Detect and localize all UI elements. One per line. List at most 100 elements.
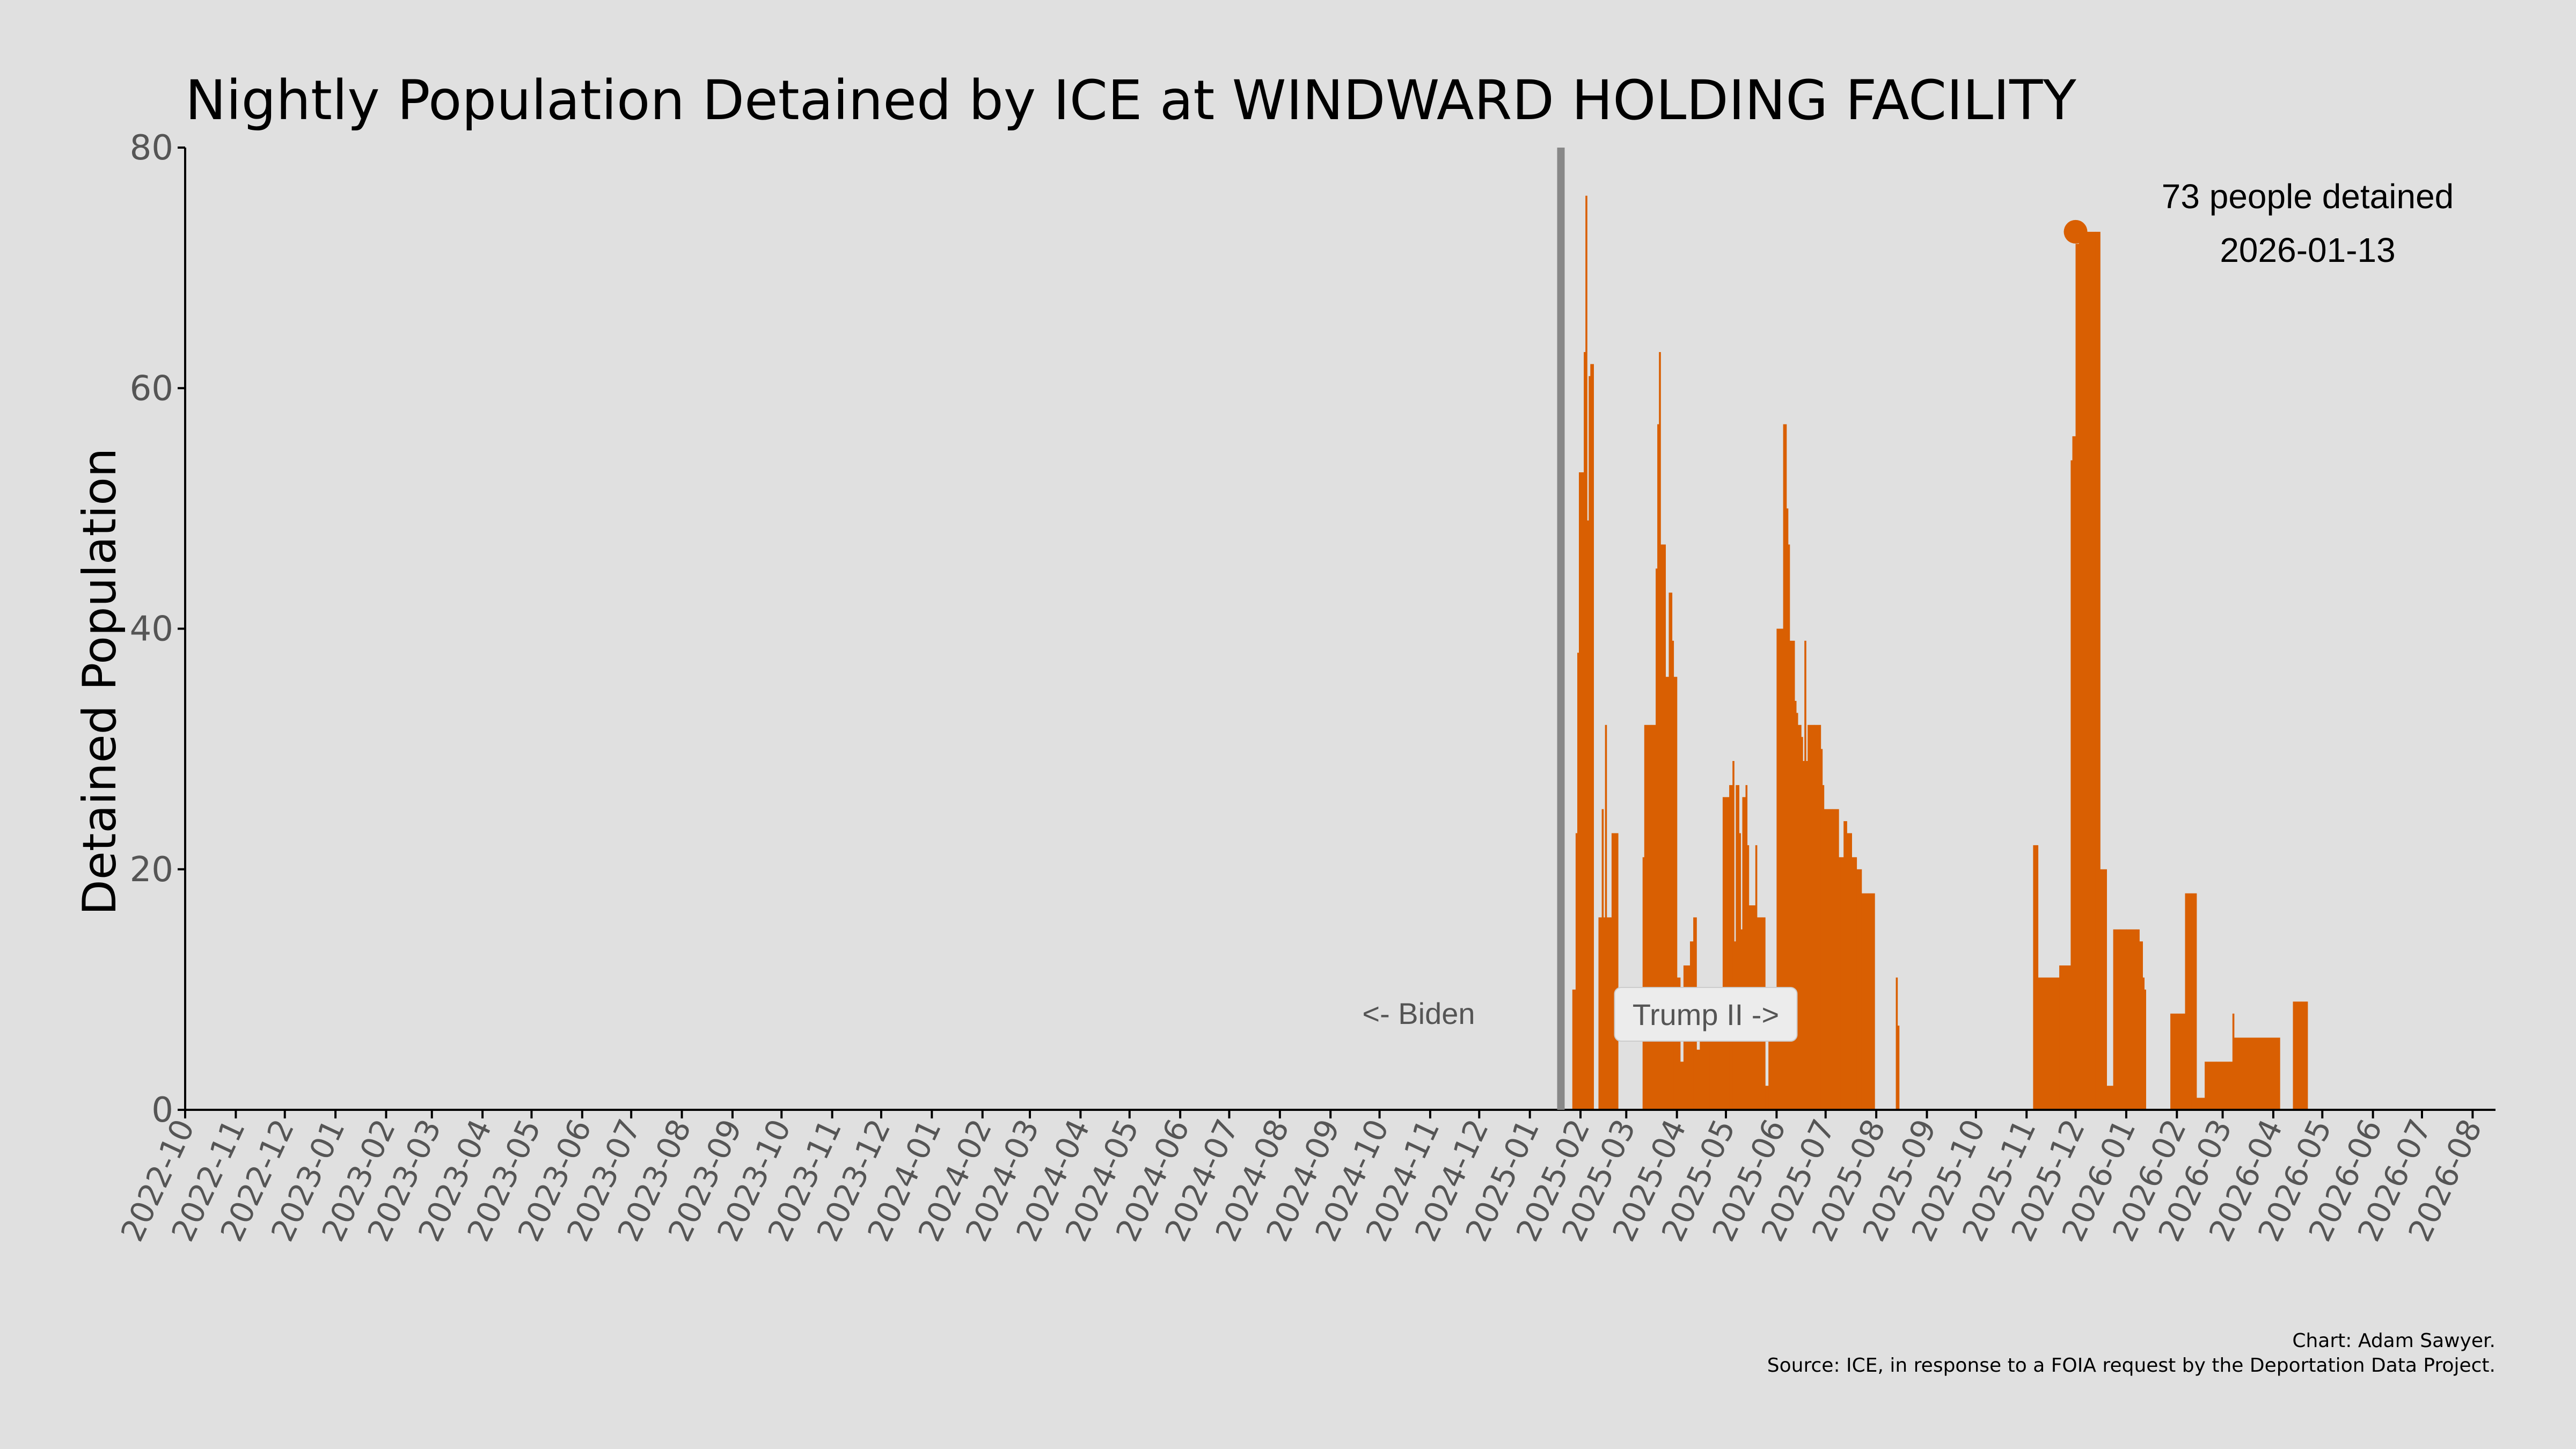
bar [2111,1086,2114,1110]
bar [1839,857,1841,1110]
peak-value-label: 73 people detained [2162,177,2454,216]
bar [2234,1037,2246,1110]
bar [1644,724,1651,1110]
bar [1589,376,1591,1110]
bar [1673,677,1678,1110]
bar [2059,965,2069,1110]
trump-label: Trump II -> [1633,998,1779,1031]
bar [2293,1001,2302,1110]
bar [2301,1001,2307,1110]
chart-title: Nightly Population Detained by ICE at WI… [185,69,2076,133]
bar-series [1572,195,2308,1110]
bar [2036,845,2039,1110]
bar [1672,640,1674,1110]
bar [2108,1086,2112,1110]
trump-label-box [1614,987,1798,1042]
bar [1677,977,1681,1110]
bar [2075,244,2080,1110]
bar [1772,1001,1777,1110]
bar [1700,1037,1705,1110]
bar [2105,869,2107,1110]
bar [2245,1037,2263,1110]
bar [1696,1049,1700,1110]
bar [2183,1013,2186,1110]
bar [1642,857,1645,1110]
bar [1582,472,1584,1110]
bar [1665,677,1670,1110]
bar [1794,701,1797,1110]
bar [2191,893,2197,1110]
bar [1824,809,1833,1110]
bar [2072,436,2075,1110]
bar [1801,737,1803,1110]
bar [1603,917,1606,1110]
bar [1847,833,1852,1110]
bar [1704,1013,1710,1110]
bar [2142,977,2145,1110]
bar [2136,929,2140,1110]
bar [1606,917,1611,1110]
bar [1722,797,1730,1110]
bar [2088,231,2096,1110]
bar [2196,1097,2202,1110]
bar [1736,785,1739,1110]
bar [2074,436,2076,1110]
peak-marker [2063,219,2088,244]
bar [2229,1062,2233,1110]
bar [1897,1026,1900,1110]
bar [2201,1097,2205,1110]
bar [1742,797,1746,1110]
bar [1868,893,1875,1110]
bar [2100,869,2105,1110]
bar [2069,965,2071,1110]
bar [1605,724,1607,1110]
bar [1755,845,1758,1110]
bar [1575,833,1578,1110]
bar [1770,1013,1772,1110]
bar [1732,761,1735,1110]
y-axis-label: Detained Population [73,448,127,916]
bar [2119,929,2127,1110]
bar [2170,1013,2177,1110]
bar [1659,352,1661,1110]
bar [2277,1037,2280,1110]
bar [2070,460,2073,1110]
peak-date-label: 2026-01-13 [2220,231,2395,269]
bar [1896,977,1898,1110]
bar [1729,785,1733,1110]
bar [1855,857,1857,1110]
bar [2216,1062,2230,1110]
bar [1739,833,1741,1110]
bar [1662,544,1666,1110]
bar [1804,640,1806,1110]
bar [1843,821,1847,1110]
biden-label: <- Biden [1362,997,1475,1030]
bar [1840,857,1844,1110]
bar [2306,1001,2308,1110]
bar [1579,472,1583,1110]
bar [1745,785,1748,1110]
bar [1803,761,1805,1110]
bar [1656,568,1658,1110]
bar [2139,941,2143,1110]
bar [1651,724,1656,1110]
bar [1585,195,1587,1110]
caption-credit: Chart: Adam Sawyer. [2292,1330,2496,1352]
bar [1657,424,1659,1110]
bar [1660,544,1663,1110]
bar [2079,231,2089,1110]
bar [2232,1013,2235,1110]
bar [1796,713,1798,1110]
bar [2185,893,2192,1110]
bar [1768,989,1770,1110]
bar [1680,1062,1684,1110]
y-tick-label: 40 [130,610,173,649]
bar [1783,424,1787,1110]
bar [1786,508,1789,1110]
bar [2095,231,2101,1110]
bar [1670,592,1673,1110]
y-tick-label: 20 [130,850,173,890]
bar [2033,845,2037,1110]
bar [1598,917,1602,1110]
